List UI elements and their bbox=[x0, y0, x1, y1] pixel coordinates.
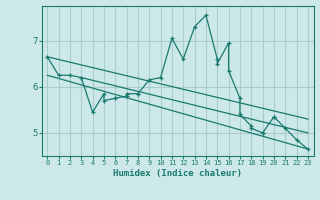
X-axis label: Humidex (Indice chaleur): Humidex (Indice chaleur) bbox=[113, 169, 242, 178]
